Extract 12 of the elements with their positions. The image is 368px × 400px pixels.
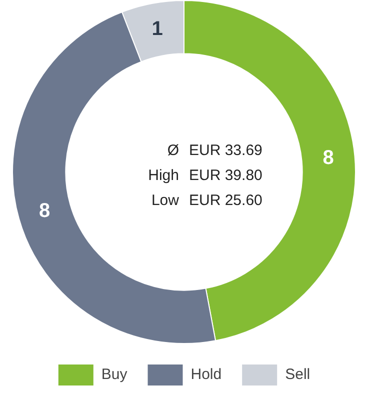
text: EUR 39.80 — [189, 167, 262, 184]
legend-label: Sell — [285, 366, 310, 384]
text: EUR 25.60 — [189, 192, 264, 209]
text: EUR 33.69 — [189, 142, 262, 159]
data-label: 8 — [322, 147, 334, 170]
text: Ø — [166, 142, 179, 159]
legend-label: Hold — [190, 366, 222, 384]
text: Low — [151, 192, 179, 209]
legend-label: Buy — [101, 366, 128, 384]
data-label: 1 — [152, 18, 163, 40]
text: High — [147, 167, 179, 184]
data-label: 8 — [39, 200, 50, 222]
